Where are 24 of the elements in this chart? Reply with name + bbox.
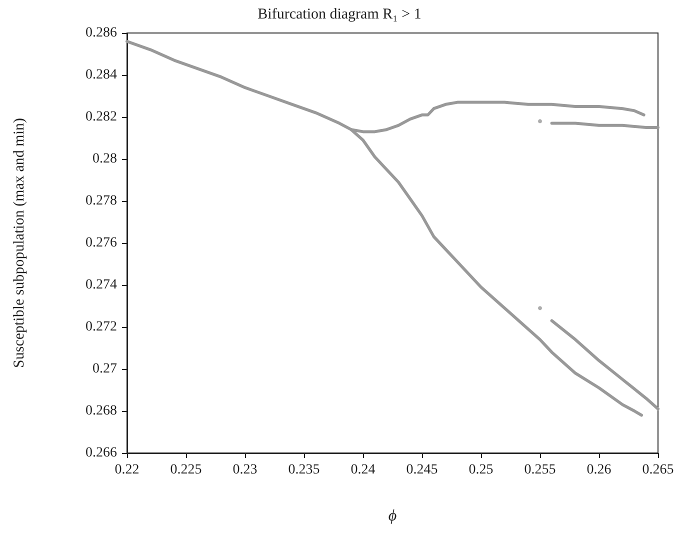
x-tick-label: 0.23 <box>232 462 258 478</box>
y-tick-label: 0.272 <box>86 320 117 334</box>
x-tick-label: 0.235 <box>288 462 320 478</box>
x-tick-label: 0.22 <box>114 462 140 478</box>
x-tick-label: 0.24 <box>350 462 376 478</box>
y-tick-label: 0.266 <box>86 446 117 460</box>
y-tick-label: 0.268 <box>86 404 117 418</box>
y-tick-label: 0.274 <box>86 278 117 292</box>
chart-title: Bifurcation diagram R₁ > 1 <box>258 6 422 22</box>
x-axis-title: ϕ <box>388 508 397 524</box>
y-tick-label: 0.276 <box>86 236 117 250</box>
x-tick-label: 0.245 <box>406 462 438 478</box>
y-axis-title: Susceptible subpopulation (max and min) <box>12 118 28 368</box>
y-tick-label: 0.278 <box>86 194 117 208</box>
y-tick-label: 0.286 <box>86 26 117 40</box>
y-tick-label: 0.284 <box>86 68 117 82</box>
y-tick-label: 0.282 <box>86 110 117 124</box>
x-tick-label: 0.25 <box>468 462 494 478</box>
x-tick-label: 0.255 <box>524 462 556 478</box>
x-tick-label: 0.225 <box>170 462 202 478</box>
x-tick-label: 0.26 <box>586 462 612 478</box>
x-tick-label: 0.265 <box>642 462 674 478</box>
y-tick-label: 0.28 <box>92 152 117 166</box>
y-tick-label: 0.27 <box>92 362 117 376</box>
